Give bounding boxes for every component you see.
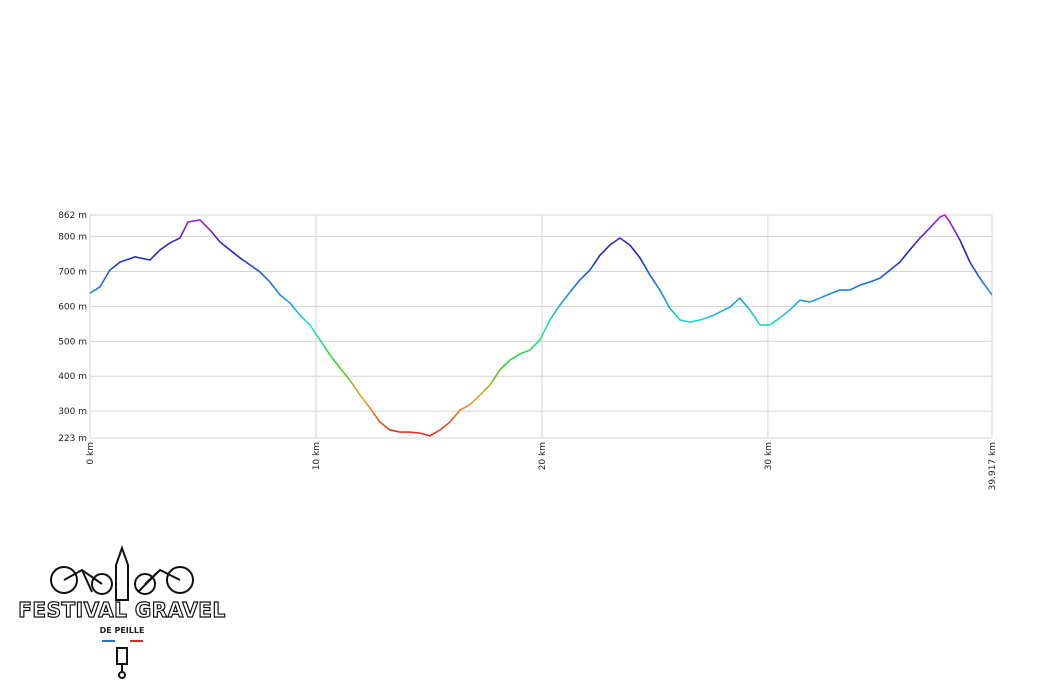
logo-tower xyxy=(115,544,129,601)
logo-wheel xyxy=(134,573,156,595)
y-tick-label: 300 m xyxy=(58,407,87,417)
logo-wheel xyxy=(166,566,194,594)
y-tick-label: 800 m xyxy=(58,233,87,243)
y-tick-label: 700 m xyxy=(58,268,87,278)
logo-icon xyxy=(116,647,128,672)
x-tick-label: 39.917 km xyxy=(988,442,998,490)
logo-wheel xyxy=(91,573,113,595)
x-tick-label: 20 km xyxy=(538,442,548,470)
y-tick-label: 500 m xyxy=(58,337,87,347)
y-tick-label: 223 m xyxy=(58,434,87,444)
x-tick-label: 0 km xyxy=(86,442,96,465)
logo-wheel xyxy=(50,566,78,594)
y-tick-label: 862 m xyxy=(58,211,87,221)
plot-frame xyxy=(89,214,993,439)
elevation-line xyxy=(89,214,993,437)
logo-title: FESTIVAL GRAVEL xyxy=(18,598,225,622)
logo-frame xyxy=(63,568,181,593)
y-tick-label: 400 m xyxy=(58,372,87,382)
y-tick-label: 600 m xyxy=(58,302,87,312)
x-tick-label: 10 km xyxy=(312,442,322,470)
x-tick-label: 30 km xyxy=(764,442,774,470)
logo-icon xyxy=(118,671,126,679)
logo-subtitle: DE PEILLE xyxy=(100,626,145,635)
logo xyxy=(50,544,194,679)
